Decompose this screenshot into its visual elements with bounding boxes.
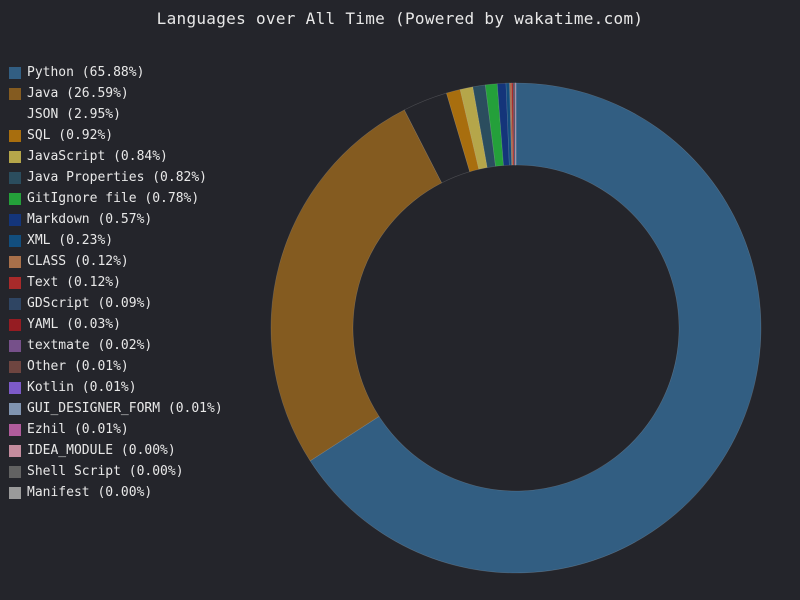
legend-label: Kotlin (0.01%) bbox=[27, 380, 137, 395]
legend-swatch bbox=[9, 444, 21, 457]
legend-swatch bbox=[9, 87, 21, 100]
legend-item[interactable]: Ezhil (0.01%) bbox=[9, 419, 223, 440]
legend-swatch bbox=[9, 108, 21, 121]
legend-label: Manifest (0.00%) bbox=[27, 485, 153, 500]
legend-swatch bbox=[9, 486, 21, 499]
pie-slice-markdown[interactable] bbox=[496, 82, 510, 166]
legend-item[interactable]: Manifest (0.00%) bbox=[9, 482, 223, 503]
pie-slice-python[interactable] bbox=[309, 82, 762, 574]
legend-item[interactable]: CLASS (0.12%) bbox=[9, 251, 223, 272]
legend-label: Java (26.59%) bbox=[27, 86, 129, 101]
legend-label: GitIgnore file (0.78%) bbox=[27, 191, 200, 206]
pie-slice-yaml[interactable] bbox=[514, 82, 516, 166]
legend-label: YAML (0.03%) bbox=[27, 317, 121, 332]
chart-title: Languages over All Time (Powered by waka… bbox=[156, 9, 644, 28]
legend-label: JSON (2.95%) bbox=[27, 107, 121, 122]
legend-item[interactable]: SQL (0.92%) bbox=[9, 125, 223, 146]
legend-swatch bbox=[9, 381, 21, 394]
pie-slice-javascript[interactable] bbox=[459, 86, 488, 170]
legend-swatch bbox=[9, 423, 21, 436]
legend-swatch bbox=[9, 129, 21, 142]
pie-slice-textmate[interactable] bbox=[514, 82, 516, 166]
legend-item[interactable]: IDEA_MODULE (0.00%) bbox=[9, 440, 223, 461]
pie-slice-sql[interactable] bbox=[446, 89, 480, 173]
legend-item[interactable]: textmate (0.02%) bbox=[9, 335, 223, 356]
legend-label: Other (0.01%) bbox=[27, 359, 129, 374]
legend-label: GDScript (0.09%) bbox=[27, 296, 153, 311]
legend-label: textmate (0.02%) bbox=[27, 338, 153, 353]
pie-slice-xml[interactable] bbox=[505, 82, 513, 166]
legend-item[interactable]: Python (65.88%) bbox=[9, 62, 223, 83]
legend-swatch bbox=[9, 276, 21, 289]
legend-label: Ezhil (0.01%) bbox=[27, 422, 129, 437]
legend-item[interactable]: XML (0.23%) bbox=[9, 230, 223, 251]
legend-item[interactable]: Java (26.59%) bbox=[9, 83, 223, 104]
legend-label: CLASS (0.12%) bbox=[27, 254, 129, 269]
legend-item[interactable]: Kotlin (0.01%) bbox=[9, 377, 223, 398]
legend-label: SQL (0.92%) bbox=[27, 128, 114, 143]
legend-swatch bbox=[9, 360, 21, 373]
legend-label: Shell Script (0.00%) bbox=[27, 464, 184, 479]
legend-item[interactable]: JavaScript (0.84%) bbox=[9, 146, 223, 167]
legend-item[interactable]: GitIgnore file (0.78%) bbox=[9, 188, 223, 209]
pie-slice-class[interactable] bbox=[509, 82, 514, 166]
chart-legend: Python (65.88%) Java (26.59%) JSON (2.95%)… bbox=[9, 62, 223, 503]
legend-swatch bbox=[9, 171, 21, 184]
legend-label: IDEA_MODULE (0.00%) bbox=[27, 443, 176, 458]
legend-swatch bbox=[9, 66, 21, 79]
legend-item[interactable]: GDScript (0.09%) bbox=[9, 293, 223, 314]
legend-label: Text (0.12%) bbox=[27, 275, 121, 290]
pie-slice-json[interactable] bbox=[403, 92, 471, 184]
legend-swatch bbox=[9, 339, 21, 352]
pie-slice-gitignore-file[interactable] bbox=[484, 83, 504, 167]
legend-swatch bbox=[9, 255, 21, 268]
pie-slice-gdscript[interactable] bbox=[512, 82, 516, 166]
legend-swatch bbox=[9, 465, 21, 478]
legend-swatch bbox=[9, 150, 21, 163]
legend-item[interactable]: YAML (0.03%) bbox=[9, 314, 223, 335]
legend-swatch bbox=[9, 234, 21, 247]
legend-label: JavaScript (0.84%) bbox=[27, 149, 168, 164]
legend-item[interactable]: Markdown (0.57%) bbox=[9, 209, 223, 230]
legend-item[interactable]: GUI_DESIGNER_FORM (0.01%) bbox=[9, 398, 223, 419]
legend-swatch bbox=[9, 213, 21, 226]
legend-swatch bbox=[9, 318, 21, 331]
legend-item[interactable]: Java Properties (0.82%) bbox=[9, 167, 223, 188]
legend-item[interactable]: JSON (2.95%) bbox=[9, 104, 223, 125]
legend-swatch bbox=[9, 297, 21, 310]
legend-label: XML (0.23%) bbox=[27, 233, 114, 248]
legend-item[interactable]: Other (0.01%) bbox=[9, 356, 223, 377]
legend-swatch bbox=[9, 402, 21, 415]
legend-swatch bbox=[9, 192, 21, 205]
legend-item[interactable]: Text (0.12%) bbox=[9, 272, 223, 293]
pie-slice-java[interactable] bbox=[270, 109, 443, 462]
legend-item[interactable]: Shell Script (0.00%) bbox=[9, 461, 223, 482]
legend-label: Markdown (0.57%) bbox=[27, 212, 153, 227]
legend-label: GUI_DESIGNER_FORM (0.01%) bbox=[27, 401, 223, 416]
legend-label: Java Properties (0.82%) bbox=[27, 170, 208, 185]
legend-label: Python (65.88%) bbox=[27, 65, 145, 80]
